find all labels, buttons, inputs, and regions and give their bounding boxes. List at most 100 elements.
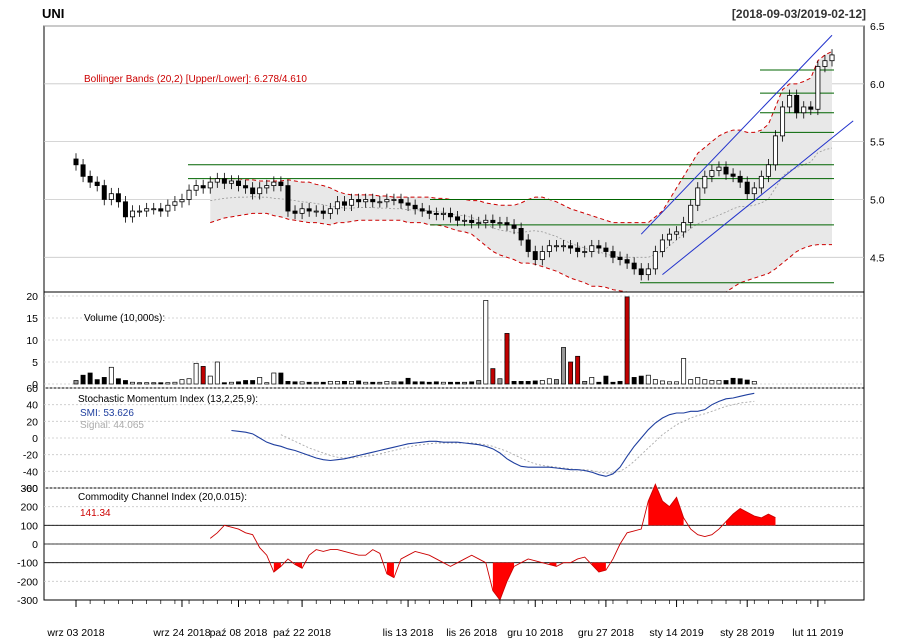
volume-panel: 0 5 10 15 20: [26, 291, 865, 391]
cci-tick-label: -200: [17, 576, 38, 588]
volume-bar: [695, 377, 701, 385]
volume-bar: [257, 377, 263, 385]
volume-bar: [448, 381, 453, 385]
volume-bar: [596, 381, 602, 385]
candle-body: [794, 94, 800, 114]
candle-body: [596, 245, 602, 249]
candle-body: [377, 201, 383, 204]
volume-bar: [433, 381, 439, 385]
volume-bar: [737, 378, 743, 385]
volume-bar: [455, 381, 460, 385]
volume-bar: [87, 372, 93, 385]
candle-body: [299, 208, 305, 214]
volume-bar: [469, 381, 475, 385]
candle-body: [137, 210, 143, 213]
candle-body: [801, 106, 807, 114]
volume-tick-label: 0: [32, 379, 38, 391]
volume-bar: [193, 362, 199, 385]
cci-value-label: 141.34: [80, 508, 111, 519]
volume-bar: [101, 377, 107, 385]
cci-tick-label: 100: [20, 520, 38, 532]
candle-body: [115, 193, 121, 203]
candle-body: [744, 181, 750, 195]
volume-bar: [236, 381, 241, 385]
volume-bar: [525, 381, 531, 385]
volume-bar: [462, 381, 468, 385]
candle-body: [575, 247, 581, 252]
candle-body: [582, 251, 588, 253]
candle-body: [652, 251, 658, 270]
volume-bar: [546, 378, 552, 385]
cci-overbought-fill: [726, 508, 776, 526]
candle-body: [561, 245, 567, 248]
symbol-title: UNI: [42, 6, 64, 21]
candle-body: [172, 201, 178, 206]
candle-body: [723, 166, 729, 175]
candle-body: [447, 212, 453, 218]
volume-bar: [370, 381, 376, 385]
volume-bar: [299, 381, 305, 385]
candle-body: [709, 170, 715, 177]
candle-body: [292, 210, 298, 214]
candle-body: [384, 199, 390, 203]
candle-body: [349, 199, 355, 206]
candle-body: [214, 178, 220, 183]
volume-bar: [723, 380, 729, 385]
volume-bar: [419, 381, 425, 385]
candle-body: [122, 201, 128, 218]
volume-bar: [751, 381, 757, 385]
smi-tick-label: 0: [32, 433, 38, 445]
candle-body: [772, 135, 778, 166]
volume-bar: [681, 358, 687, 385]
x-tick-label: sty 14 2019: [649, 627, 703, 639]
price-panel: 4.5 5.0 5.5 6.0 6.5: [43, 21, 885, 295]
candle-body: [341, 201, 347, 206]
volume-bar: [405, 377, 411, 385]
smi-tick-label: -40: [23, 466, 38, 478]
candle-body: [236, 180, 242, 186]
candle-body: [504, 222, 510, 226]
volume-tick-label: 20: [26, 291, 38, 303]
candle-body: [221, 178, 227, 184]
candle-body: [80, 164, 86, 177]
volume-bar: [582, 381, 588, 385]
volume-bar: [426, 381, 432, 385]
candle-body: [546, 245, 552, 252]
volume-bar: [130, 381, 135, 385]
volume-bar: [532, 380, 538, 385]
volume-bar: [313, 381, 319, 385]
candle-body: [193, 185, 199, 191]
trend-upper-line: [640, 34, 833, 235]
x-tick-label: wrz 03 2018: [46, 627, 104, 639]
candle-body: [370, 199, 376, 203]
volume-bar: [575, 355, 581, 385]
volume-bar: [250, 380, 256, 385]
candle-body: [822, 60, 828, 67]
volume-bar: [165, 382, 171, 385]
candle-body: [666, 233, 672, 241]
volume-bar: [243, 380, 249, 385]
x-tick-label: paź 08 2018: [210, 627, 268, 639]
volume-bar: [652, 379, 658, 385]
candle-body: [186, 189, 192, 200]
candle-body: [271, 181, 277, 186]
volume-tick-label: 5: [32, 357, 38, 369]
volume-bar: [398, 381, 404, 385]
volume-bar: [631, 377, 637, 385]
volume-bar: [356, 380, 362, 385]
volume-bar: [659, 380, 665, 385]
volume-bar: [334, 381, 340, 385]
volume-bar: [123, 380, 128, 385]
candle-body: [179, 199, 185, 203]
candle-body: [497, 222, 503, 225]
volume-bar: [553, 379, 559, 385]
volume-bar: [483, 300, 489, 385]
candle-body: [228, 180, 234, 184]
volume-bar: [228, 381, 234, 385]
volume-bar: [490, 368, 496, 385]
candle-body: [483, 219, 489, 224]
volume-bar: [518, 381, 524, 385]
candle-body: [391, 199, 397, 201]
volume-bar: [94, 379, 100, 385]
